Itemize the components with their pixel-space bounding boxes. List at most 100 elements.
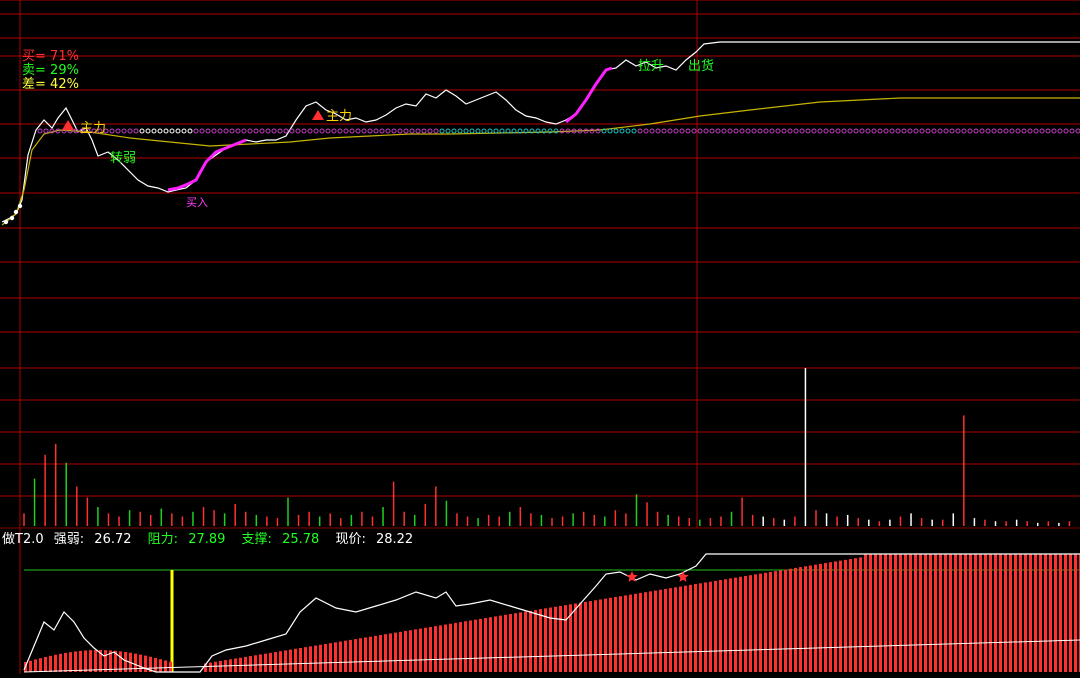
band-dot bbox=[613, 128, 619, 134]
strength-bar bbox=[324, 643, 327, 672]
band-dot bbox=[37, 128, 43, 134]
strength-bar bbox=[884, 554, 887, 672]
band-dot bbox=[1009, 128, 1015, 134]
average-line bbox=[1, 97, 1080, 226]
band-dot bbox=[877, 128, 883, 134]
band-dot bbox=[391, 128, 397, 134]
band-dot bbox=[73, 128, 79, 134]
band-dot bbox=[979, 128, 985, 134]
strength-bar bbox=[704, 582, 707, 672]
band-dot bbox=[493, 128, 499, 134]
diff-ratio: 差= 42% bbox=[22, 77, 79, 92]
strength-bar bbox=[494, 616, 497, 672]
band-dot bbox=[55, 128, 61, 134]
band-dot bbox=[703, 128, 709, 134]
diff-ratio-value: 42% bbox=[50, 77, 79, 92]
annotation-weak: 转弱 bbox=[110, 151, 137, 166]
indicator-readout: 做T2.0 强弱: 26.72 阻力: 27.89 支撑: 25.78 现价: … bbox=[2, 532, 425, 548]
band-dot bbox=[373, 128, 379, 134]
band-dot bbox=[157, 128, 163, 134]
strength-price-line bbox=[23, 553, 1080, 673]
band-dot bbox=[673, 128, 679, 134]
strength-bar bbox=[334, 642, 337, 672]
strength-bar bbox=[429, 626, 432, 672]
band-dot bbox=[355, 128, 361, 134]
band-dot bbox=[319, 128, 325, 134]
strength-bar bbox=[989, 554, 992, 672]
strength-bar bbox=[629, 594, 632, 672]
band-dot bbox=[781, 128, 787, 134]
strength-bar bbox=[834, 561, 837, 672]
strength-bar bbox=[124, 651, 127, 672]
band-dot bbox=[115, 128, 121, 134]
strength-bar bbox=[209, 662, 212, 672]
strength-bar bbox=[919, 554, 922, 672]
strength-bar bbox=[424, 627, 427, 672]
strength-bar bbox=[959, 554, 962, 672]
strength-bar bbox=[519, 612, 522, 672]
strength-bar bbox=[144, 655, 147, 672]
strength-bar bbox=[929, 554, 932, 672]
strength-bar bbox=[814, 564, 817, 672]
band-dot bbox=[859, 128, 865, 134]
strength-bar bbox=[524, 611, 527, 672]
strength-bar bbox=[549, 607, 552, 672]
strength-bar bbox=[984, 554, 987, 672]
strength-label: 强弱: bbox=[53, 532, 85, 547]
band-dot bbox=[475, 128, 481, 134]
strength-bar bbox=[119, 651, 122, 672]
band-dot bbox=[439, 128, 445, 134]
strength-bar bbox=[154, 657, 157, 672]
band-dot bbox=[919, 128, 925, 134]
band-dot bbox=[637, 128, 643, 134]
strength-bar bbox=[604, 598, 607, 672]
band-dot bbox=[631, 128, 637, 134]
band-dot bbox=[109, 128, 115, 134]
band-dot bbox=[571, 128, 577, 134]
strength-bar bbox=[299, 647, 302, 672]
strength-bar bbox=[934, 554, 937, 672]
band-dot bbox=[763, 128, 769, 134]
band-dot bbox=[691, 128, 697, 134]
strength-bar bbox=[289, 649, 292, 672]
band-dot bbox=[97, 128, 103, 134]
band-dot bbox=[901, 128, 907, 134]
strength-bar bbox=[239, 657, 242, 672]
band-dot bbox=[685, 128, 691, 134]
support-value: 25.78 bbox=[282, 532, 320, 547]
strength-bar bbox=[614, 597, 617, 672]
strength-segment bbox=[565, 66, 613, 124]
band-dot bbox=[1051, 128, 1057, 134]
band-dot bbox=[331, 128, 337, 134]
strength-bar bbox=[669, 588, 672, 672]
strength-bar bbox=[719, 580, 722, 672]
sell-ratio-value: 29% bbox=[50, 63, 79, 78]
strength-bar bbox=[879, 554, 882, 672]
strength-bar bbox=[649, 591, 652, 672]
band-dot bbox=[625, 128, 631, 134]
band-dot bbox=[883, 128, 889, 134]
band-dot bbox=[667, 128, 673, 134]
strength-bar bbox=[364, 637, 367, 672]
band-dot bbox=[733, 128, 739, 134]
band-dot bbox=[793, 128, 799, 134]
strength-bar bbox=[639, 592, 642, 672]
band-dot bbox=[253, 128, 259, 134]
strength-bar bbox=[64, 652, 67, 672]
strength-bar bbox=[254, 655, 257, 672]
band-dot bbox=[1027, 128, 1033, 134]
band-dot bbox=[949, 128, 955, 134]
band-dot bbox=[547, 128, 553, 134]
strength-bar bbox=[924, 554, 927, 672]
strength-bar bbox=[904, 554, 907, 672]
baseline-ramp bbox=[23, 639, 1080, 673]
band-dot bbox=[643, 128, 649, 134]
band-dot bbox=[649, 128, 655, 134]
resistance-label: 阻力: bbox=[147, 532, 179, 547]
band-dot bbox=[505, 128, 511, 134]
band-dot bbox=[325, 128, 331, 134]
band-dot bbox=[1021, 128, 1027, 134]
strength-bar bbox=[439, 625, 442, 672]
